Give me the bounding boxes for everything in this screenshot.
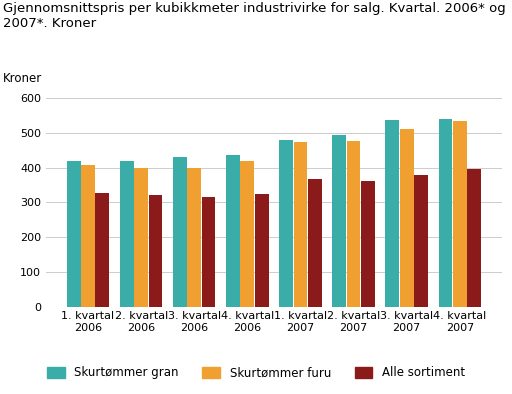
Bar xyxy=(134,167,148,307)
Bar xyxy=(332,136,346,307)
Text: Kroner: Kroner xyxy=(3,72,42,85)
Bar xyxy=(95,193,109,307)
Bar xyxy=(347,141,360,307)
Bar xyxy=(293,142,307,307)
Bar xyxy=(202,197,216,307)
Bar xyxy=(467,169,481,307)
Bar xyxy=(148,195,162,307)
Bar xyxy=(386,120,399,307)
Bar xyxy=(120,161,134,307)
Bar xyxy=(226,155,240,307)
Bar xyxy=(439,119,453,307)
Text: Gjennomsnittspris per kubikkmeter industrivirke for salg. Kvartal. 2006* og
2007: Gjennomsnittspris per kubikkmeter indust… xyxy=(3,2,505,30)
Bar xyxy=(67,160,80,307)
Legend: Skurtømmer gran, Skurtømmer furu, Alle sortiment: Skurtømmer gran, Skurtømmer furu, Alle s… xyxy=(42,362,470,384)
Bar xyxy=(453,121,467,307)
Bar xyxy=(279,139,293,307)
Bar xyxy=(173,157,187,307)
Bar xyxy=(414,175,428,307)
Bar xyxy=(241,160,254,307)
Bar xyxy=(400,129,414,307)
Bar xyxy=(255,194,269,307)
Bar xyxy=(361,181,375,307)
Bar xyxy=(187,168,201,307)
Bar xyxy=(81,165,95,307)
Bar xyxy=(308,179,322,307)
